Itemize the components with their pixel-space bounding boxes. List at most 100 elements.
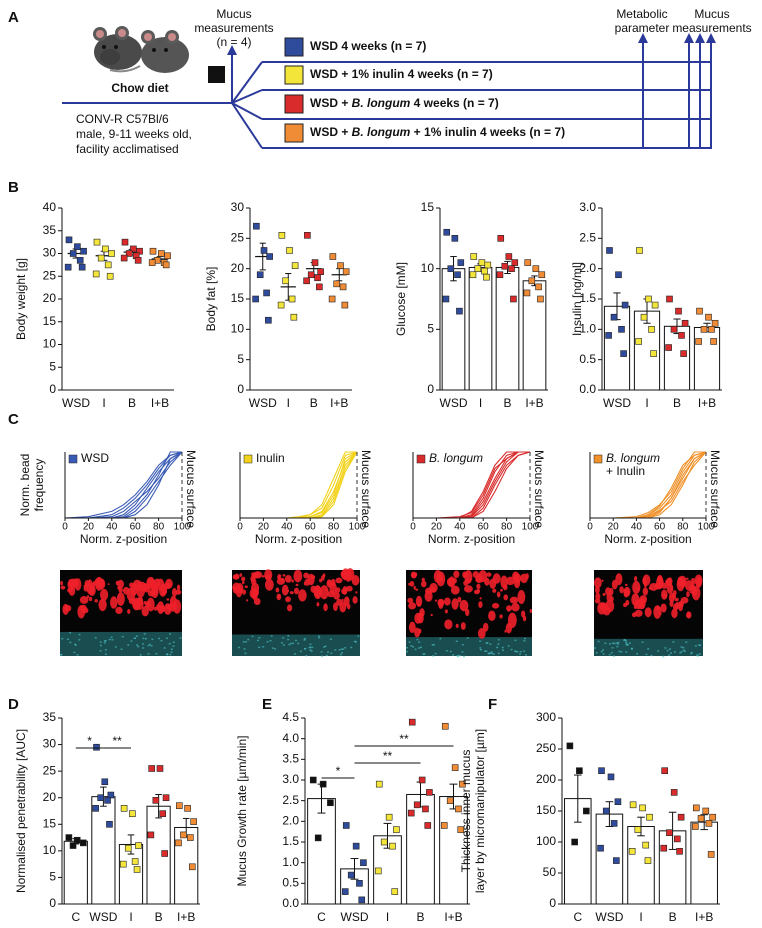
micrograph-bead — [79, 595, 89, 604]
micrograph-speck — [522, 650, 525, 652]
micrograph-speck — [432, 655, 435, 657]
data-point — [256, 271, 264, 279]
micrograph-speck — [320, 655, 323, 658]
data-point — [162, 261, 170, 269]
data-point — [76, 257, 84, 264]
bar — [663, 325, 691, 391]
data-point — [152, 797, 160, 804]
data-point — [374, 867, 382, 875]
micrograph-speck — [615, 642, 618, 644]
micrograph-bead — [504, 629, 507, 633]
micrograph-speck — [142, 647, 145, 649]
micrograph-bead — [660, 603, 667, 613]
micrograph-speck — [244, 652, 247, 655]
bar — [468, 266, 493, 391]
group-label: WSD 4 weeks (n = 7) — [310, 39, 426, 53]
micrograph-speck — [489, 643, 492, 645]
y-tick-label: 1.5 — [579, 291, 596, 305]
data-point — [106, 820, 113, 828]
y-axis-title: Insulin [ng/ml] — [570, 262, 584, 336]
diagram-start: Chow diet — [111, 81, 168, 95]
micrograph-bead — [477, 628, 486, 639]
data-point — [446, 797, 454, 804]
data-point — [483, 273, 490, 281]
micrograph-speck — [94, 636, 97, 639]
micrograph-speck — [242, 641, 245, 643]
micrograph-bead — [644, 607, 652, 618]
data-point — [93, 743, 100, 751]
micrograph-bead — [83, 584, 86, 587]
x-tick-label: WSD — [89, 910, 117, 924]
micrograph-bead — [509, 596, 519, 604]
micrograph-bead — [482, 622, 489, 632]
micrograph-speck — [625, 643, 628, 646]
endpoint-label: Metabolic — [616, 7, 667, 21]
group-label: WSD + 1% inulin 4 weeks (n = 7) — [310, 67, 493, 81]
micrograph-bead — [413, 572, 418, 577]
micrograph-bead — [444, 609, 448, 614]
micrograph-speck — [353, 640, 356, 643]
micrograph-bead — [476, 583, 481, 590]
data-point — [610, 820, 618, 827]
micrograph-epithelium — [406, 637, 532, 656]
micrograph-speck — [150, 644, 153, 647]
data-point — [614, 798, 622, 806]
micrograph-speck — [698, 644, 701, 646]
micrograph-speck — [484, 650, 487, 653]
legend-label: + Inulin — [606, 464, 645, 478]
micrograph-bead — [345, 568, 355, 581]
data-point — [645, 295, 652, 303]
data-point — [484, 261, 492, 269]
panel-label: C — [8, 411, 19, 428]
data-point — [707, 851, 715, 858]
micrograph-bead — [421, 577, 425, 582]
micrograph-speck — [270, 635, 273, 637]
panel-label: F — [488, 696, 497, 713]
micrograph-bead — [615, 573, 623, 586]
micrograph-speck — [143, 633, 146, 635]
x-tick-label: I+B — [151, 396, 169, 410]
data-point — [451, 764, 459, 771]
y-tick-label: 200 — [536, 772, 556, 786]
micrograph-speck — [289, 642, 292, 645]
legend-swatch — [68, 454, 78, 464]
micrograph-speck — [406, 650, 409, 653]
data-point — [69, 842, 77, 849]
micrograph-speck — [623, 639, 626, 642]
y-tick-label: 25 — [231, 231, 245, 245]
x-tick-label: I — [287, 396, 290, 410]
micrograph-bead — [281, 584, 289, 596]
micrograph-bead — [122, 586, 130, 595]
micrograph-bead — [486, 572, 492, 577]
data-point — [481, 267, 488, 275]
data-point — [356, 880, 363, 887]
data-point — [184, 805, 191, 812]
micrograph-bead — [345, 585, 353, 592]
micrograph-bead — [457, 596, 462, 603]
micrograph-bead — [132, 599, 139, 610]
data-point — [511, 259, 519, 266]
micrograph-speck — [664, 647, 667, 649]
data-point — [352, 842, 360, 850]
data-point — [389, 842, 396, 850]
micrograph-bead — [489, 578, 497, 589]
micrograph-speck — [104, 648, 107, 651]
x-tick-label: 0 — [237, 522, 243, 533]
data-point — [532, 265, 540, 272]
y-tick-label: 10 — [43, 843, 57, 857]
x-tick-label: I+B — [695, 910, 713, 924]
data-point — [605, 332, 612, 339]
data-point — [508, 265, 515, 272]
micrograph-bead — [323, 603, 328, 612]
group-label-part: WSD + 1% inulin 4 weeks (n = 7) — [310, 67, 493, 81]
data-point — [124, 844, 132, 852]
micrograph-bead — [642, 577, 647, 585]
data-point — [342, 822, 350, 829]
data-point — [665, 344, 672, 351]
data-point — [474, 265, 482, 272]
micrograph-bead — [333, 591, 340, 600]
group-label-part: B. longum — [352, 96, 411, 110]
data-point — [147, 831, 155, 839]
y-tick-label: 0 — [549, 896, 556, 910]
micrograph-speck — [294, 639, 297, 642]
